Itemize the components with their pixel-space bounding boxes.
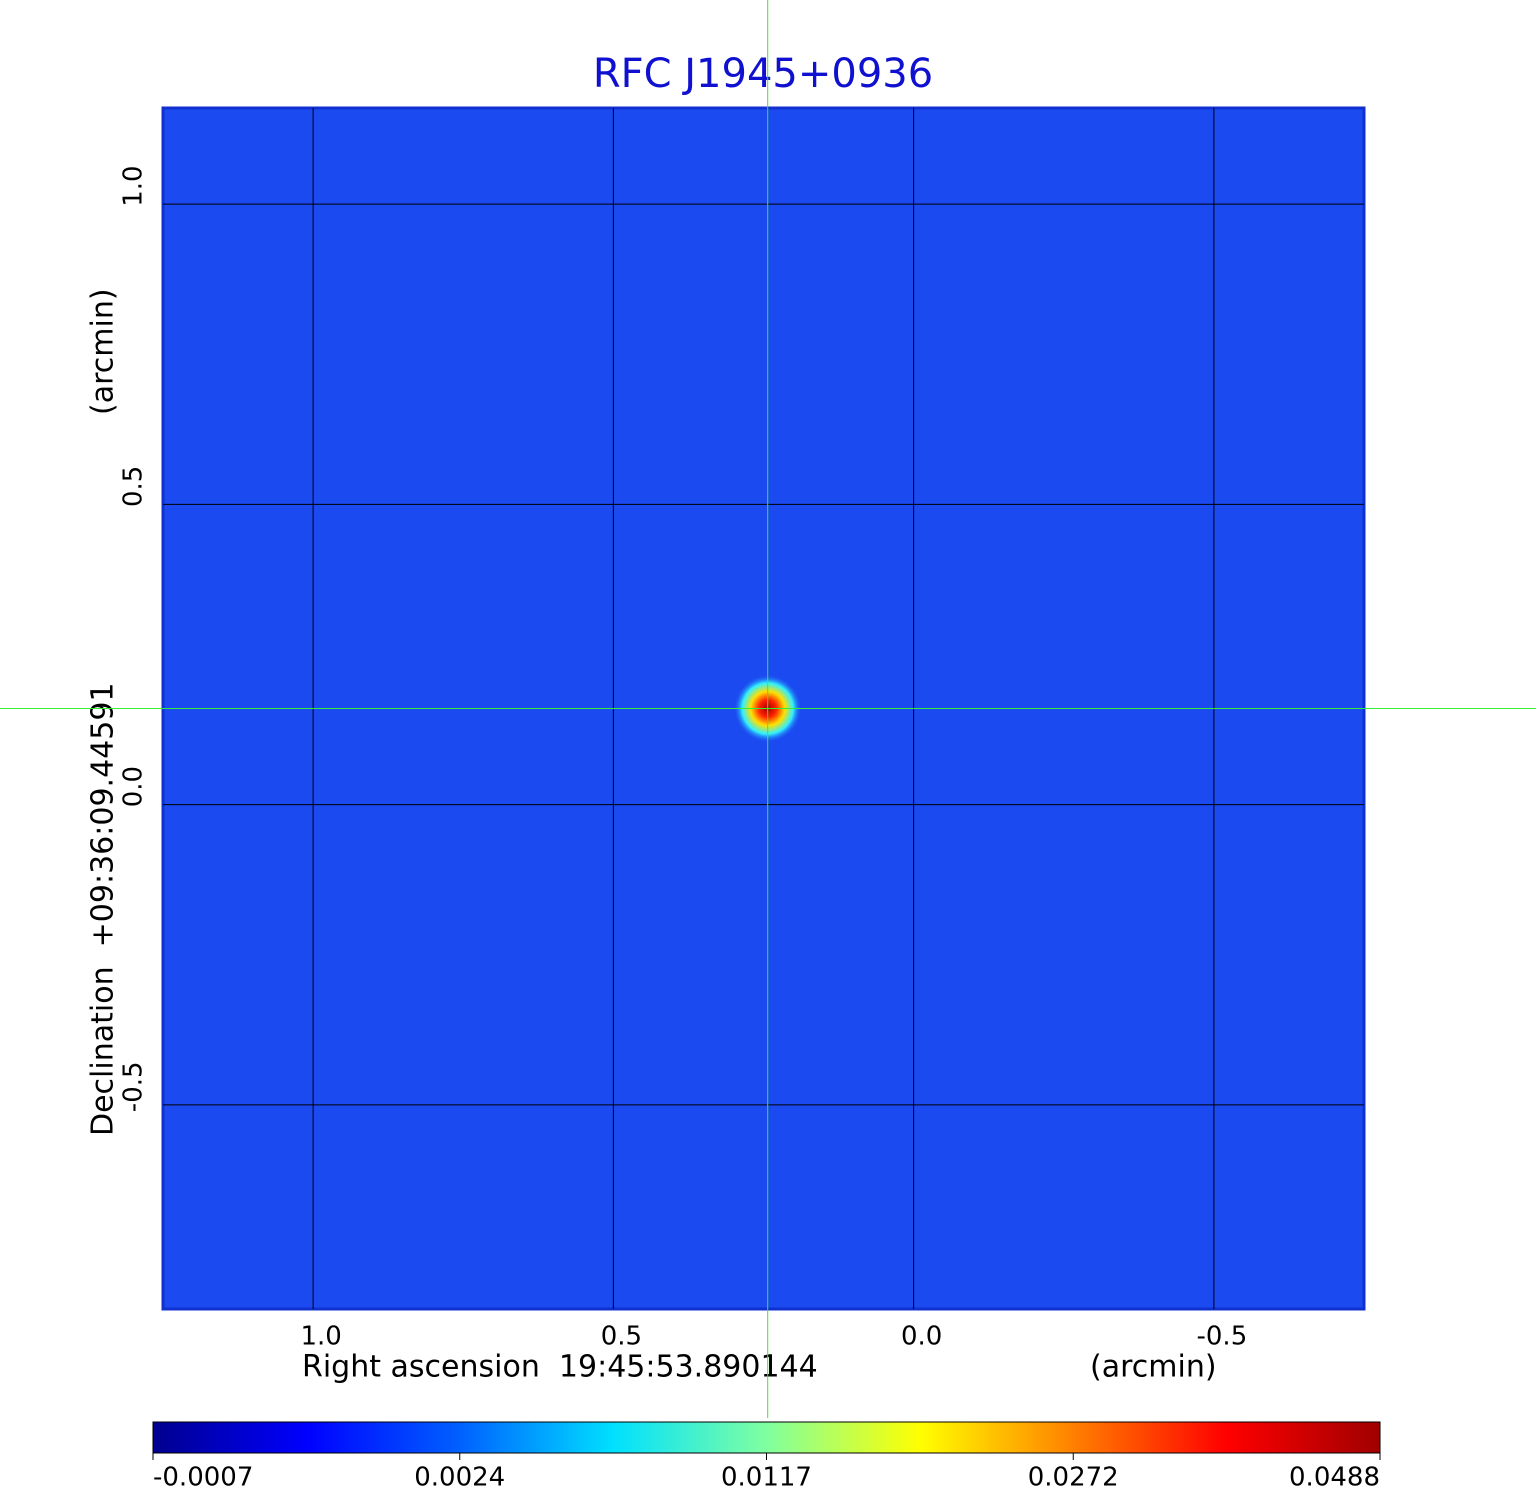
y-tick-label: 0.5 xyxy=(119,466,149,507)
x-axis-label: Right ascension 19:45:53.890144 xyxy=(302,1350,818,1385)
y-tick-label: 0.0 xyxy=(119,766,149,807)
y-tick-label: 1.0 xyxy=(119,165,149,206)
y-axis-label: Declination +09:36:09.44591 xyxy=(86,682,121,1136)
colorbar-tick-label: 0.0272 xyxy=(1028,1463,1119,1493)
colorbar xyxy=(152,1421,1381,1454)
x-tick-label: 0.5 xyxy=(601,1322,642,1352)
y-axis-unit: (arcmin) xyxy=(86,288,121,415)
x-tick-label: -0.5 xyxy=(1197,1322,1248,1352)
chart-title: RFC J1945+0936 xyxy=(593,51,933,97)
colorbar-tick-label: 0.0024 xyxy=(414,1463,505,1493)
colorbar-tick-label: 0.0117 xyxy=(721,1463,812,1493)
x-tick-label: 1.0 xyxy=(300,1322,341,1352)
colorbar-tick-label: 0.0488 xyxy=(1289,1463,1380,1493)
x-axis-unit: (arcmin) xyxy=(1090,1350,1217,1385)
x-tick-label: 0.0 xyxy=(901,1322,942,1352)
colorbar-tick-label: -0.0007 xyxy=(153,1463,253,1493)
y-tick-label: -0.5 xyxy=(119,1061,149,1112)
